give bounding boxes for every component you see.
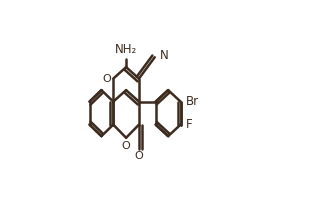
Text: F: F — [185, 118, 192, 131]
Text: O: O — [134, 151, 143, 161]
Text: O: O — [122, 140, 131, 151]
Text: O: O — [102, 74, 111, 84]
Text: N: N — [160, 49, 168, 62]
Text: Br: Br — [185, 95, 198, 108]
Text: NH₂: NH₂ — [115, 43, 137, 56]
